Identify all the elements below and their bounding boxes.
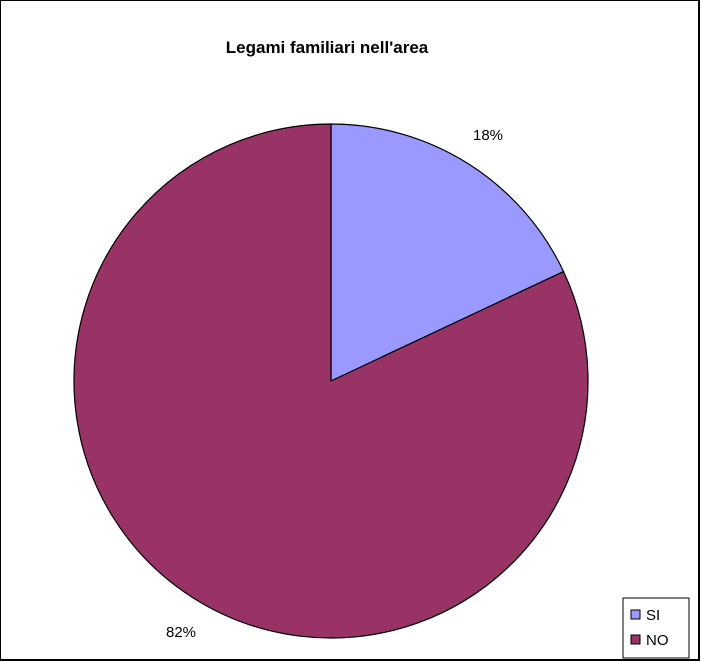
pie-slice-si: [330, 123, 565, 382]
legend-swatch-si: [630, 609, 641, 620]
legend: SI NO: [622, 597, 690, 659]
chart-title: Legami familiari nell'area: [226, 38, 429, 57]
pie-slice-no: [73, 123, 589, 639]
legend-swatch-no: [630, 634, 641, 645]
legend-label-no: NO: [646, 632, 669, 649]
legend-label-si: SI: [646, 607, 660, 624]
legend-box: [622, 597, 690, 659]
data-label-no: 82%: [166, 624, 196, 641]
data-labels: 18% 82%: [166, 127, 503, 641]
data-label-si: 18%: [473, 127, 503, 144]
pie-slices: [73, 123, 589, 639]
